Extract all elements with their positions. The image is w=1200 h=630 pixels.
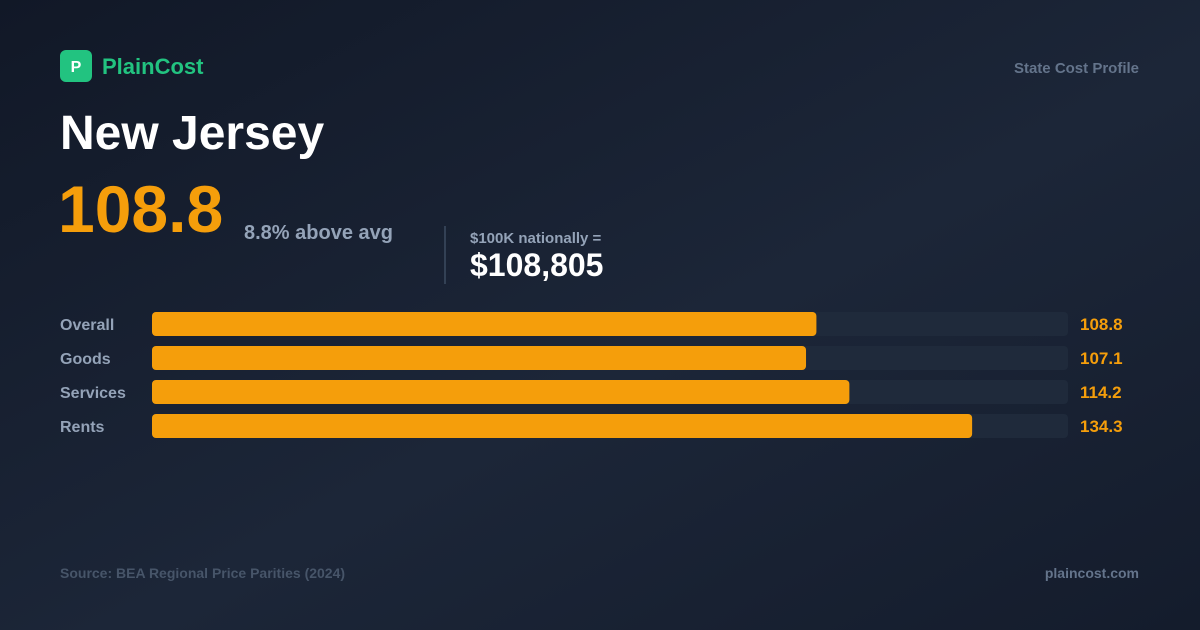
bar (152, 312, 817, 336)
category-label: Rents (60, 419, 105, 436)
bar (152, 380, 850, 404)
page-label: State Cost Profile (1014, 60, 1139, 77)
bar (152, 346, 807, 370)
category-label: Services (60, 385, 126, 402)
headline-value: 108.8 (58, 172, 223, 246)
equivalence-value: $108,805 (470, 247, 603, 283)
value-label: 114.2 (1080, 383, 1122, 402)
category-label: Overall (60, 317, 114, 334)
site: plaincost.com (1045, 565, 1139, 581)
delta: 8.8% above avg (244, 222, 393, 244)
value-label: 107.1 (1080, 349, 1123, 368)
logo-badge (60, 50, 92, 82)
logo-letter: P (71, 59, 82, 76)
bar (152, 414, 973, 438)
title: New Jersey (60, 107, 324, 160)
equivalence-label: $100K nationally = (470, 230, 602, 247)
category-label: Goods (60, 351, 111, 368)
brand: PlainCost (102, 54, 204, 79)
value-label: 108.8 (1080, 315, 1123, 334)
value-label: 134.3 (1080, 417, 1123, 436)
source: Source: BEA Regional Price Parities (202… (60, 565, 345, 581)
